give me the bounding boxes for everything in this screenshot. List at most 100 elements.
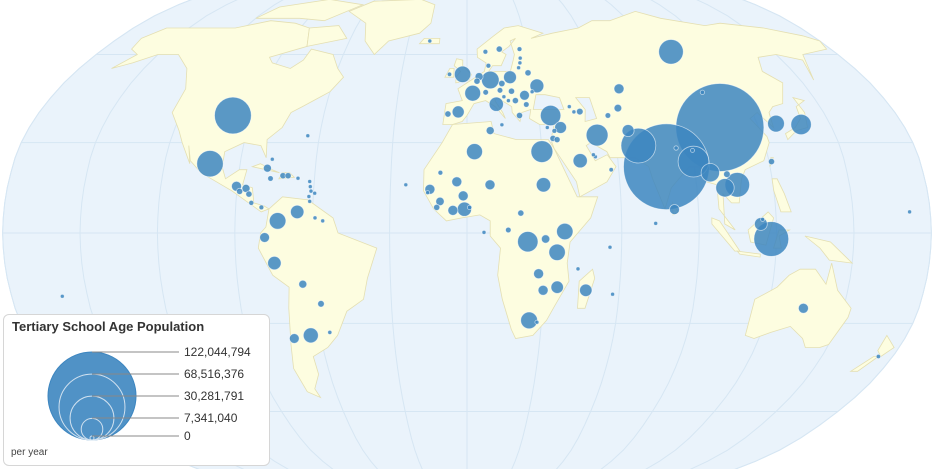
country-bubble[interactable] [607,244,613,250]
country-bubble[interactable] [516,46,523,52]
country-bubble[interactable] [196,150,224,178]
country-bubble[interactable] [608,167,614,173]
country-bubble[interactable] [653,220,659,226]
country-bubble[interactable] [572,153,588,169]
country-bubble[interactable] [302,327,319,344]
country-bubble[interactable] [446,71,453,77]
country-bubble[interactable] [501,94,507,100]
country-bubble[interactable] [305,133,311,139]
country-bubble[interactable] [481,229,487,235]
country-bubble[interactable] [466,204,473,210]
country-bubble[interactable] [517,60,523,66]
country-bubble[interactable] [516,112,524,120]
country-bubble[interactable] [507,87,515,95]
country-bubble[interactable] [451,176,463,188]
country-bubble[interactable] [529,78,545,94]
country-bubble[interactable] [571,109,577,115]
country-bubble[interactable] [669,204,680,215]
country-bubble[interactable] [524,69,532,77]
country-bubble[interactable] [320,218,326,224]
country-bubble[interactable] [503,70,517,84]
country-bubble[interactable] [505,226,512,234]
country-bubble[interactable] [496,87,504,94]
country-bubble[interactable] [576,107,584,116]
country-bubble[interactable] [523,101,530,108]
country-bubble[interactable] [498,79,506,88]
country-bubble[interactable] [613,103,623,113]
country-bubble[interactable] [540,234,551,244]
country-bubble[interactable] [517,55,523,61]
country-bubble[interactable] [760,216,765,222]
country-bubble[interactable] [673,145,679,151]
country-bubble[interactable] [312,190,318,196]
country-bubble[interactable] [677,145,710,178]
country-bubble[interactable] [307,179,313,184]
country-bubble[interactable] [505,98,511,103]
country-bubble[interactable] [267,255,282,271]
country-bubble[interactable] [451,105,465,119]
country-bubble[interactable] [262,163,272,173]
country-bubble[interactable] [59,293,65,299]
country-bubble[interactable] [457,190,469,202]
country-bubble[interactable] [453,65,472,83]
country-bubble[interactable] [579,283,593,297]
country-bubble[interactable] [288,333,300,344]
country-bubble[interactable] [444,110,452,118]
country-bubble[interactable] [495,45,503,53]
country-bubble[interactable] [437,169,444,176]
country-bubble[interactable] [539,104,562,127]
country-bubble[interactable] [258,204,265,211]
country-bubble[interactable] [327,329,333,335]
country-bubble[interactable] [535,177,552,193]
country-bubble[interactable] [485,62,492,69]
country-bubble[interactable] [519,90,530,101]
country-bubble[interactable] [484,179,496,191]
country-bubble[interactable] [875,353,882,360]
country-bubble[interactable] [259,232,270,243]
bubble-layer[interactable] [59,38,912,360]
country-bubble[interactable] [520,311,538,330]
country-bubble[interactable] [534,319,540,325]
country-bubble[interactable] [690,147,695,153]
country-bubble[interactable] [553,136,561,144]
country-bubble[interactable] [517,231,539,253]
country-bubble[interactable] [268,212,287,230]
country-bubble[interactable] [466,143,483,161]
country-bubble[interactable] [516,65,521,71]
country-bubble[interactable] [556,222,574,241]
country-bubble[interactable] [317,300,325,308]
country-bubble[interactable] [537,284,549,296]
country-bubble[interactable] [473,77,481,85]
country-bubble[interactable] [312,215,318,221]
country-bubble[interactable] [544,125,550,130]
country-bubble[interactable] [488,96,504,112]
country-bubble[interactable] [610,291,615,297]
country-bubble[interactable] [575,266,581,272]
country-bubble[interactable] [307,184,313,190]
country-bubble[interactable] [482,48,489,55]
country-bubble[interactable] [723,170,731,178]
country-bubble[interactable] [298,279,308,289]
country-bubble[interactable] [658,39,684,65]
country-bubble[interactable] [790,113,812,136]
country-bubble[interactable] [306,194,312,199]
country-bubble[interactable] [307,198,313,204]
country-bubble[interactable] [585,123,609,147]
country-bubble[interactable] [620,127,657,164]
country-bubble[interactable] [548,243,566,261]
country-bubble[interactable] [214,96,252,135]
country-bubble[interactable] [267,175,274,182]
country-bubble[interactable] [907,209,912,215]
country-bubble[interactable] [427,38,433,44]
country-bubble[interactable] [425,190,431,196]
country-bubble[interactable] [533,268,544,280]
country-bubble[interactable] [284,172,292,180]
country-bubble[interactable] [591,152,596,158]
country-bubble[interactable] [768,158,776,166]
country-bubble[interactable] [308,188,314,194]
country-bubble[interactable] [295,175,301,181]
country-bubble[interactable] [433,203,441,211]
country-bubble[interactable] [269,156,275,162]
country-bubble[interactable] [700,163,720,183]
country-bubble[interactable] [621,124,635,138]
